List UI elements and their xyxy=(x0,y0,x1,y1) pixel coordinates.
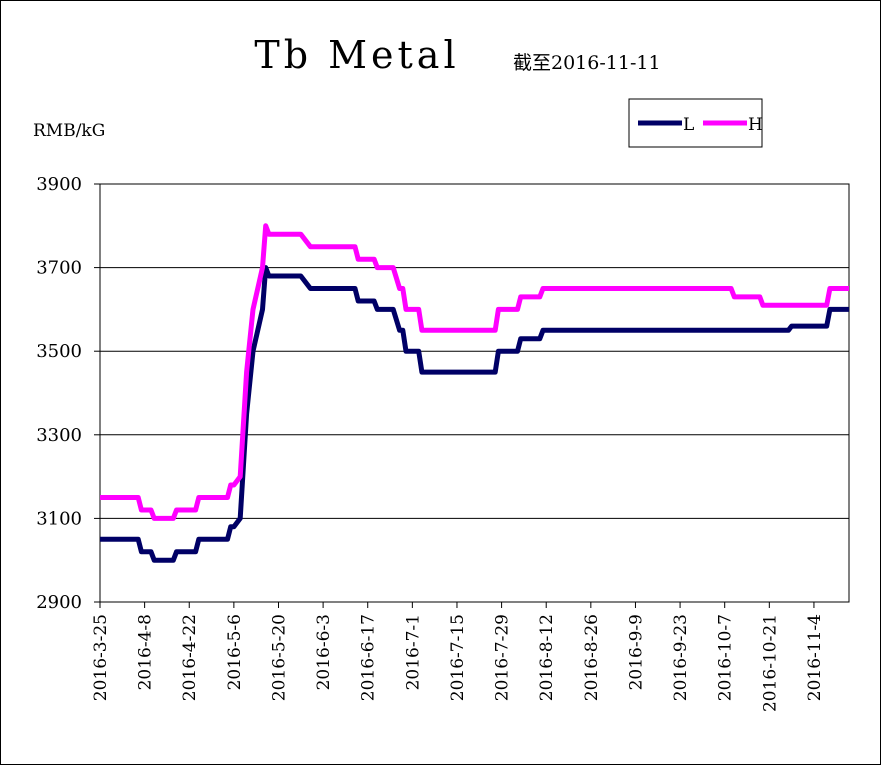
legend: L H xyxy=(628,98,763,148)
x-tick-label-2016-4-8: 2016-4-8 xyxy=(136,614,156,690)
x-tick-label-2016-8-26: 2016-8-26 xyxy=(582,614,602,701)
x-tick-label-2016-10-21: 2016-10-21 xyxy=(760,614,780,712)
y-tick-label-3300: 3300 xyxy=(36,425,82,446)
x-axis-ticks: 2016-3-25 2016-4-8 2016-4-22 2016-5-6 2016-5… xyxy=(91,602,825,712)
x-tick-label-2016-7-1: 2016-7-1 xyxy=(403,614,423,690)
chart-subtitle: 截至2016-11-11 xyxy=(513,52,661,74)
series-line-l xyxy=(100,265,849,563)
x-tick-label-2016-6-17: 2016-6-17 xyxy=(359,614,379,701)
y-axis-unit: RMB/kG xyxy=(33,121,105,141)
x-tick-label-2016-8-12: 2016-8-12 xyxy=(537,614,557,701)
x-tick-label-2016-9-9: 2016-9-9 xyxy=(626,614,646,690)
y-tick-label-3900: 3900 xyxy=(36,174,82,195)
x-tick-label-2016-6-3: 2016-6-3 xyxy=(314,614,334,690)
y-tick-label-3700: 3700 xyxy=(36,258,82,279)
chart-title: Tb Metal xyxy=(254,33,459,77)
x-tick-label-2016-5-20: 2016-5-20 xyxy=(269,614,289,701)
series-group xyxy=(100,223,849,563)
y-tick-label-2900: 2900 xyxy=(36,592,82,613)
y-tick-label-3500: 3500 xyxy=(36,341,82,362)
gridlines xyxy=(100,267,849,519)
plot-area xyxy=(99,183,850,603)
legend-label-l: L xyxy=(683,115,694,135)
x-tick-label-2016-9-23: 2016-9-23 xyxy=(671,614,691,701)
series-line-h xyxy=(100,223,849,521)
x-tick-label-2016-10-7: 2016-10-7 xyxy=(716,614,736,701)
x-tick-label-2016-7-15: 2016-7-15 xyxy=(448,614,468,701)
x-tick-label-2016-4-22: 2016-4-22 xyxy=(180,614,200,701)
y-axis-ticks: 2900 3100 3300 3500 3700 3900 xyxy=(36,174,100,613)
x-tick-label-2016-5-6: 2016-5-6 xyxy=(225,614,245,690)
x-tick-label-2016-11-4: 2016-11-4 xyxy=(805,614,825,701)
legend-label-h: H xyxy=(748,115,763,135)
y-tick-label-3100: 3100 xyxy=(36,508,82,529)
x-tick-label-2016-3-25: 2016-3-25 xyxy=(91,614,111,701)
x-tick-label-2016-7-29: 2016-7-29 xyxy=(493,614,513,701)
